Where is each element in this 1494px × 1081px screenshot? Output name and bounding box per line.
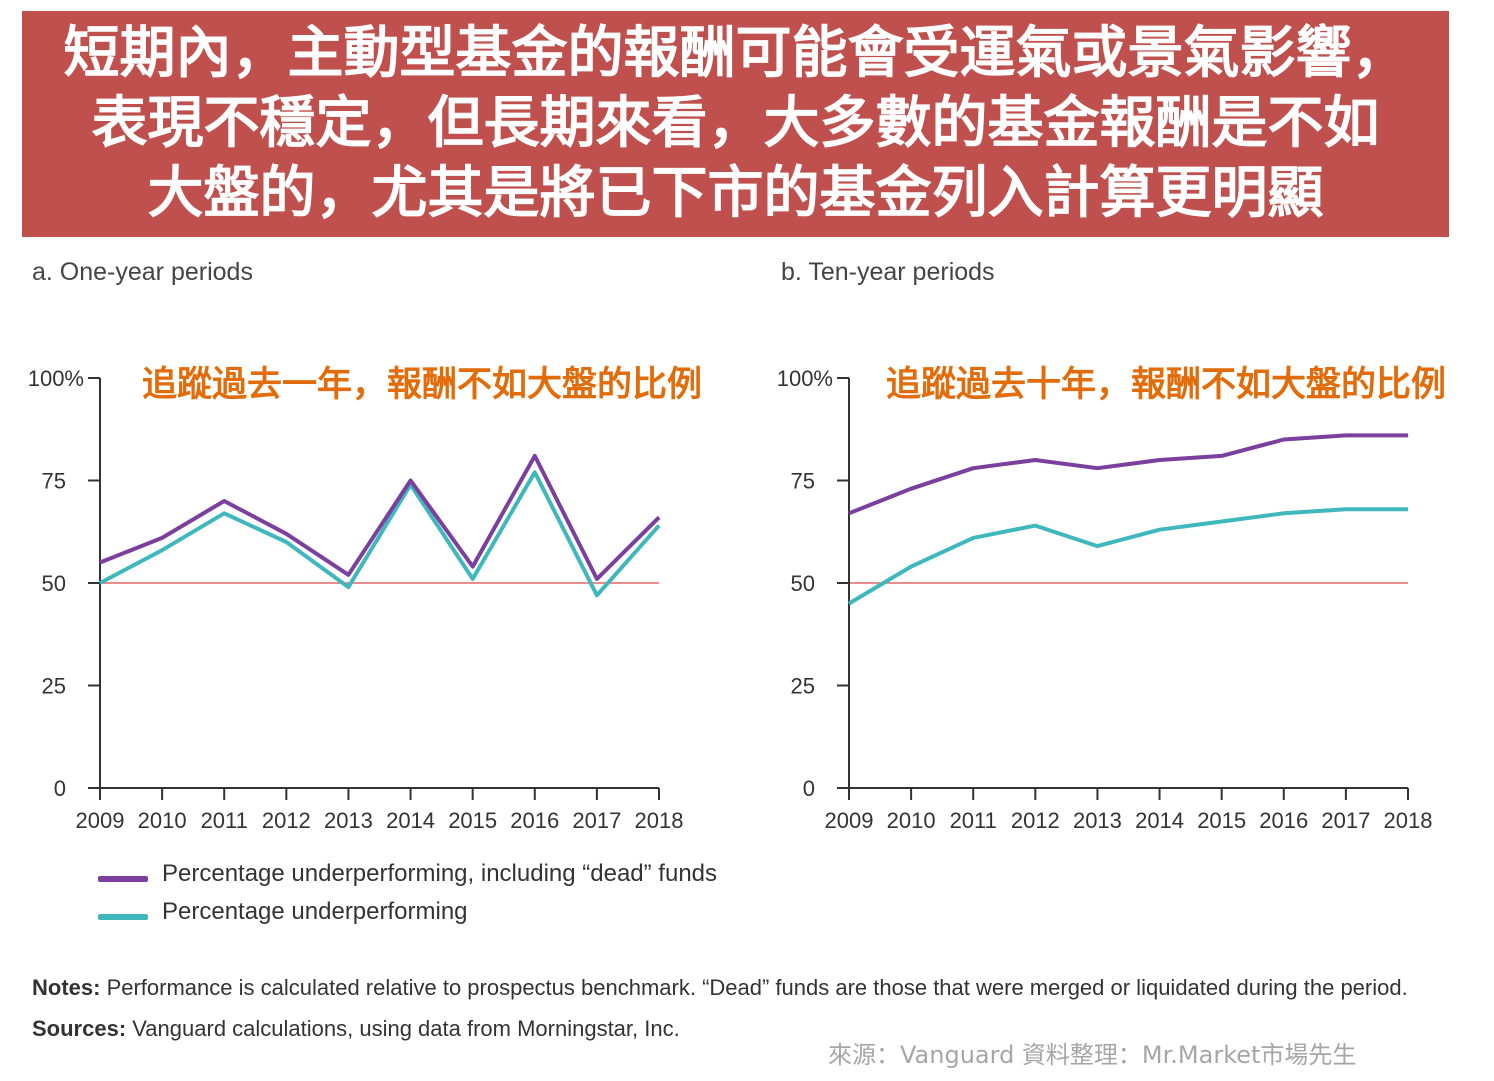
x-tick-label: 2011 xyxy=(201,808,248,833)
y-tick-label: 0 xyxy=(803,776,815,801)
data-point-dead-funds xyxy=(410,480,412,481)
data-point-dead-funds xyxy=(161,537,163,539)
sources-label: Sources: xyxy=(32,1016,127,1041)
y-tick-label: 25 xyxy=(42,674,66,699)
chart-b-annotation: 追蹤過去十年，報酬不如大盤的比例 xyxy=(886,365,1447,405)
legend-label: Percentage underperforming, including “d… xyxy=(162,860,718,887)
data-point-dead-funds xyxy=(1407,434,1409,436)
x-tick-label: 2017 xyxy=(1321,808,1370,833)
sources-line: Sources: Vanguard calculations, using da… xyxy=(32,1016,680,1042)
data-point-dead-funds xyxy=(534,455,536,457)
x-tick-label: 2009 xyxy=(825,808,874,833)
x-tick-label: 2016 xyxy=(510,808,559,833)
chart-one-year: 0 25 50 75 100% 2009 2010 2011 2012 2013 2014 2015 2… xyxy=(28,366,684,833)
data-point-underperforming xyxy=(285,541,287,543)
data-point-dead-funds xyxy=(1034,459,1036,461)
data-point-dead-funds xyxy=(596,578,598,580)
notes-text: Performance is calculated relative to pr… xyxy=(100,975,1408,1000)
notes-label: Notes: xyxy=(32,975,101,1000)
data-point-dead-funds xyxy=(1345,434,1347,436)
data-point-underperforming xyxy=(1221,521,1223,522)
data-point-underperforming xyxy=(1096,545,1098,547)
data-point-underperforming xyxy=(534,471,536,473)
data-point-dead-funds xyxy=(848,512,850,514)
chart-b-subtitle: b. Ten-year periods xyxy=(781,258,995,286)
data-point-underperforming xyxy=(1034,525,1036,527)
source-credit: 來源：Vanguard 資料整理：Mr.Market市場先生 xyxy=(828,1041,1357,1069)
x-tick-label: 2018 xyxy=(635,808,684,833)
data-point-underperforming xyxy=(472,578,474,580)
data-point-dead-funds xyxy=(99,562,101,563)
data-point-dead-funds xyxy=(1096,467,1098,469)
y-tick-label: 0 xyxy=(54,776,66,801)
data-point-dead-funds xyxy=(223,500,225,502)
chart-ten-year: 0 25 50 75 100% 2009 2010 2011 2012 2013 2014 2015 2… xyxy=(777,366,1433,833)
x-tick-label: 2014 xyxy=(1135,808,1184,833)
data-point-underperforming xyxy=(848,603,850,604)
y-tick-label: 50 xyxy=(42,571,66,596)
data-point-underperforming xyxy=(658,525,660,527)
x-tick-label: 2011 xyxy=(950,808,997,833)
chart-a-subtitle: a. One-year periods xyxy=(32,258,253,286)
headline-line-2: 表現不穩定，但長期來看，大多數的基金報酬是不如 xyxy=(91,91,1380,156)
headline-line-1: 短期內，主動型基金的報酬可能會受運氣或景氣影響， xyxy=(63,21,1408,86)
x-tick-label: 2018 xyxy=(1384,808,1433,833)
x-tick-label: 2009 xyxy=(76,808,125,833)
legend-swatch-purple xyxy=(98,876,148,882)
legend-item-dead-funds: Percentage underperforming, including “d… xyxy=(98,860,798,896)
series-line-including-dead-funds xyxy=(99,453,661,581)
x-tick-label: 2010 xyxy=(887,808,936,833)
data-point-underperforming xyxy=(596,594,598,596)
x-tick-label: 2010 xyxy=(138,808,187,833)
legend-swatch-teal xyxy=(98,914,148,920)
y-tick-label: 25 xyxy=(791,674,815,699)
x-tick-label: 2012 xyxy=(1011,808,1060,833)
data-point-underperforming xyxy=(1159,529,1161,531)
y-tick-label: 100% xyxy=(28,366,84,391)
data-point-dead-funds xyxy=(347,574,349,576)
data-point-dead-funds xyxy=(285,533,287,535)
legend-item-underperforming: Percentage underperforming xyxy=(98,898,798,934)
data-point-underperforming xyxy=(161,549,163,551)
data-point-underperforming xyxy=(99,582,101,584)
x-tick-label: 2017 xyxy=(572,808,621,833)
data-point-underperforming xyxy=(1283,512,1285,514)
y-tick-label: 75 xyxy=(42,469,66,494)
data-point-underperforming xyxy=(1345,508,1347,510)
x-tick-label: 2012 xyxy=(262,808,311,833)
x-tick-label: 2016 xyxy=(1259,808,1308,833)
data-point-underperforming xyxy=(1407,508,1409,510)
data-point-dead-funds xyxy=(658,516,660,518)
data-point-underperforming xyxy=(972,537,974,539)
chart-a-annotation: 追蹤過去一年，報酬不如大盤的比例 xyxy=(142,365,703,405)
x-tick-label: 2015 xyxy=(448,808,497,833)
data-point-underperforming xyxy=(223,512,225,514)
data-point-dead-funds xyxy=(972,467,974,469)
data-point-dead-funds xyxy=(472,566,474,568)
x-tick-label: 2013 xyxy=(324,808,373,833)
series-line-underperforming xyxy=(99,470,661,598)
data-point-dead-funds xyxy=(1221,455,1223,457)
x-tick-label: 2015 xyxy=(1197,808,1246,833)
notes-line: Notes: Performance is calculated relativ… xyxy=(32,975,1408,1001)
x-tick-label: 2013 xyxy=(1073,808,1122,833)
legend-label: Percentage underperforming xyxy=(162,898,468,925)
data-point-dead-funds xyxy=(1159,459,1161,461)
y-tick-label: 50 xyxy=(791,571,815,596)
sources-text: Vanguard calculations, using data from M… xyxy=(126,1016,680,1041)
series-line-including-dead-funds xyxy=(848,433,1408,516)
data-point-dead-funds xyxy=(1283,439,1285,440)
x-tick-label: 2014 xyxy=(386,808,435,833)
headline-banner: 短期內，主動型基金的報酬可能會受運氣或景氣影響， 表現不穩定，但長期來看，大多數… xyxy=(22,11,1449,237)
headline-line-3: 大盤的，尤其是將已下市的基金列入計算更明顯 xyxy=(147,161,1324,226)
data-point-underperforming xyxy=(910,566,912,568)
y-tick-label: 75 xyxy=(791,469,815,494)
data-point-underperforming xyxy=(347,586,349,588)
data-point-dead-funds xyxy=(910,488,912,490)
series-line-underperforming xyxy=(847,507,1408,606)
y-tick-label: 100% xyxy=(777,366,833,391)
